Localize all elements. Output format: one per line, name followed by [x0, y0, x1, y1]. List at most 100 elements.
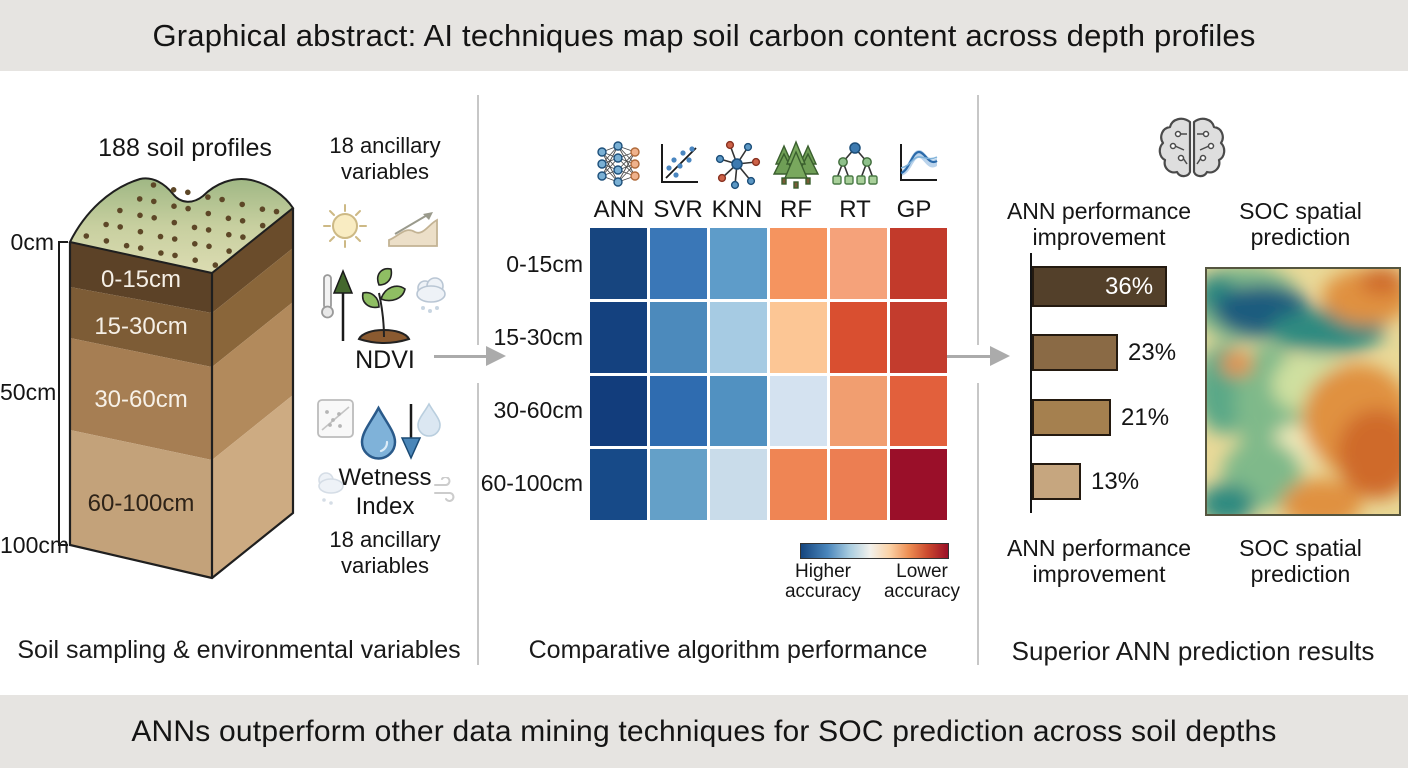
heatmap-cell [650, 449, 707, 520]
heatmap-cell [770, 449, 827, 520]
down-arrow-icon [400, 404, 422, 460]
soil-layer-side-3 [212, 302, 293, 460]
map-caption: SOC spatial prediction [1239, 535, 1362, 588]
soil-layer-front-4 [70, 430, 212, 578]
heatmap-cell [590, 228, 647, 299]
depth-tick-100cm: 100cm [0, 532, 70, 558]
heatmap-cell [830, 449, 887, 520]
wetness-cluster [317, 399, 441, 460]
heatmap-cell [830, 228, 887, 299]
ndvi-cluster [321, 267, 446, 344]
soil-layer-front-3 [70, 338, 212, 460]
accuracy-colorbar [800, 543, 949, 559]
depth-tick-50cm: 50cm [0, 379, 57, 405]
legend-lower-accuracy: Lower accuracy [883, 561, 961, 602]
heatmap-cell [710, 449, 767, 520]
soil-layer-side-4 [212, 395, 293, 578]
soil-layer-side-1 [212, 208, 293, 313]
heatmap-cell [650, 375, 707, 447]
flow-arrow-icon [938, 346, 1014, 366]
right-panel-caption: Superior ANN prediction results [1011, 636, 1375, 666]
heatmap-cell [890, 228, 947, 299]
algo-label-rf: RF [780, 196, 812, 223]
grass-top-icon [68, 177, 295, 275]
soil-layer-front-1 [70, 242, 212, 313]
depth-tick-0cm: 0cm [10, 229, 54, 255]
soil-layer-label: 0-15cm [101, 266, 181, 293]
algo-label-gp: GP [896, 196, 932, 223]
improvement-bar [1032, 334, 1118, 371]
soil-layer-front-2 [70, 287, 212, 367]
divider-left-top [477, 95, 479, 345]
improvement-bar-label: 23% [1128, 339, 1177, 366]
heatmap-cell [590, 449, 647, 520]
rt-icon [832, 142, 878, 185]
heatmap-cell [770, 375, 827, 447]
bar-chart-caption: ANN performance improvement [1006, 535, 1192, 588]
rain-cloud-icon [416, 277, 446, 313]
rf-icon [772, 140, 820, 189]
heatmap-cell [890, 301, 947, 373]
heatmap-cell [710, 375, 767, 447]
improvement-bar [1032, 463, 1081, 500]
terrain-slope-icon [388, 212, 438, 247]
knn-icon [715, 140, 761, 190]
legend-higher-accuracy: Higher accuracy [784, 561, 862, 602]
water-drop-icon [360, 405, 397, 460]
ndvi-label: NDVI [355, 346, 415, 374]
improvement-bar-label: 13% [1091, 468, 1140, 495]
improvement-bar-label: 36% [1105, 273, 1154, 300]
heatmap-cell [830, 375, 887, 447]
heatmap-cell [830, 301, 887, 373]
soil-sample-dots [83, 182, 280, 268]
improvement-bar [1032, 266, 1167, 307]
plant-icon [357, 267, 411, 344]
map-heading: SOC spatial prediction [1239, 198, 1362, 251]
accuracy-heatmap [590, 228, 947, 520]
sun-icon [323, 204, 367, 248]
algo-label-ann: ANN [593, 196, 645, 223]
svr-icon [661, 144, 698, 183]
heatmap-cell [590, 301, 647, 373]
heatmap-cell [890, 375, 947, 447]
soil-profile-block: 0-15cm 15-30cm 30-60cm 60-100cm [58, 177, 295, 580]
ann-icon [597, 141, 640, 187]
heatmap-cell [890, 449, 947, 520]
flow-arrow-icon [434, 346, 510, 366]
left-panel-caption: Soil sampling & environmental variables [17, 636, 461, 664]
ann-improvement-bar-chart: 36% 23% 21% 13% [1030, 253, 1262, 513]
footer-banner: ANNs outperform other data mining techni… [0, 695, 1408, 768]
ancillary-heading: 18 ancillary variables [329, 133, 441, 184]
heatmap-row-label: 15-30cm [493, 324, 583, 350]
soil-profiles-heading: 188 soil profiles [98, 134, 272, 162]
up-arrow-icon [332, 269, 354, 341]
footer-statement: ANNs outperform other data mining techni… [131, 714, 1277, 748]
soil-layer-side-2 [212, 248, 293, 367]
heatmap-row-label: 60-100cm [480, 470, 583, 496]
heatmap-cell [710, 301, 767, 373]
gp-icon [900, 144, 938, 181]
heatmap-row-label: 0-15cm [506, 251, 583, 277]
heatmap-cell [650, 301, 707, 373]
heatmap-cell [650, 228, 707, 299]
page-title: Graphical abstract: AI techniques map so… [152, 17, 1256, 53]
middle-panel-caption: Comparative algorithm performance [528, 636, 928, 664]
ancillary-footer: 18 ancillary variables [329, 527, 441, 578]
heatmap-cell [770, 301, 827, 373]
divider-right-bottom [977, 383, 979, 665]
pale-drop-icon [417, 402, 441, 437]
soc-prediction-map [1205, 267, 1401, 516]
heatmap-row-labels: 0-15cm 15-30cm 30-60cm 60-100cm [480, 228, 583, 520]
heatmap-cell [710, 228, 767, 299]
divider-right-top [977, 95, 979, 345]
improvement-bar-label: 21% [1121, 404, 1170, 431]
heatmap-row-label: 30-60cm [493, 397, 583, 423]
heatmap-cell [770, 228, 827, 299]
improvement-bar [1032, 399, 1111, 436]
depth-axis-bracket [58, 241, 68, 546]
header-banner: Graphical abstract: AI techniques map so… [0, 0, 1408, 71]
brain-icon [1158, 117, 1226, 178]
thermometer-icon [321, 274, 334, 319]
wind-icon [434, 477, 455, 502]
